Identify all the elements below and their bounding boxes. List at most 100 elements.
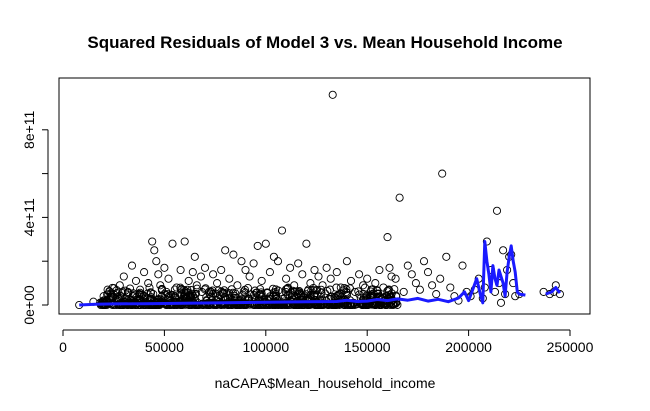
data-point xyxy=(145,283,154,292)
data-point xyxy=(209,270,218,279)
data-point xyxy=(411,279,420,288)
x-axis-label: naCAPA$Mean_household_income xyxy=(215,375,436,391)
data-point xyxy=(202,300,211,310)
data-point xyxy=(131,276,141,285)
y-axis: 0e+00 4e+11 8e+11 xyxy=(21,110,49,325)
data-point xyxy=(499,246,508,255)
data-point xyxy=(395,193,404,202)
data-point xyxy=(135,289,144,298)
data-point xyxy=(176,285,185,294)
data-point xyxy=(249,259,258,268)
fit-line-layer xyxy=(79,240,562,307)
data-point xyxy=(221,293,230,302)
data-point xyxy=(229,300,238,309)
data-point xyxy=(317,288,326,297)
data-point xyxy=(458,261,467,270)
data-point xyxy=(109,290,118,299)
data-point xyxy=(492,206,502,215)
data-point xyxy=(363,274,372,283)
data-point xyxy=(172,283,181,292)
data-point xyxy=(423,268,433,277)
data-point xyxy=(375,265,384,275)
data-point xyxy=(539,287,548,296)
data-point xyxy=(496,298,506,307)
data-point xyxy=(157,286,166,295)
data-point xyxy=(257,288,266,297)
data-point xyxy=(257,276,266,285)
data-point xyxy=(196,272,205,281)
x-axis: 0 50000 100000 150000 200000 250000 xyxy=(59,329,594,355)
data-point xyxy=(290,281,299,290)
data-point xyxy=(188,268,197,277)
data-point xyxy=(119,272,128,281)
data-point xyxy=(446,283,455,292)
data-point xyxy=(150,246,159,255)
data-point xyxy=(199,300,208,310)
data-point xyxy=(287,288,296,297)
fit-line-tail xyxy=(545,286,562,296)
data-point xyxy=(225,274,234,283)
data-point xyxy=(168,291,178,300)
x-tick-label: 0 xyxy=(59,339,67,355)
data-point xyxy=(350,287,360,296)
data-point xyxy=(236,300,246,309)
data-point xyxy=(322,263,331,272)
data-point xyxy=(383,233,392,242)
data-point xyxy=(237,257,246,266)
data-point xyxy=(286,263,295,272)
data-point xyxy=(317,285,326,294)
data-point xyxy=(312,286,321,295)
x-tick-label: 150000 xyxy=(344,339,391,355)
data-point xyxy=(314,272,323,281)
data-point xyxy=(123,287,132,296)
data-point xyxy=(332,268,341,277)
data-point xyxy=(282,274,291,283)
data-point xyxy=(103,285,112,294)
data-point xyxy=(385,263,394,272)
data-point xyxy=(162,291,171,300)
data-point xyxy=(156,281,165,290)
data-point xyxy=(309,285,318,295)
data-point xyxy=(219,300,228,309)
data-point xyxy=(261,239,270,248)
data-point xyxy=(164,274,173,283)
data-point xyxy=(428,281,437,290)
data-point xyxy=(140,294,149,303)
data-point xyxy=(367,285,376,294)
data-point xyxy=(270,299,279,308)
data-point xyxy=(442,252,451,261)
data-point xyxy=(213,279,222,288)
data-point xyxy=(436,274,445,283)
data-point xyxy=(306,279,315,288)
data-point xyxy=(359,289,368,298)
data-point xyxy=(265,268,274,277)
data-point xyxy=(229,250,238,259)
data-point xyxy=(185,292,194,301)
data-point xyxy=(269,252,278,261)
data-point xyxy=(342,287,351,297)
data-point xyxy=(221,246,230,255)
data-point xyxy=(227,285,236,294)
data-point xyxy=(342,257,351,266)
data-point xyxy=(217,265,226,275)
data-point xyxy=(243,283,252,293)
data-point xyxy=(288,286,297,295)
data-point xyxy=(204,287,214,296)
data-point xyxy=(391,274,400,283)
data-point xyxy=(136,285,145,294)
x-tick-label: 50000 xyxy=(145,339,184,355)
data-point xyxy=(241,288,250,297)
x-tick-label: 250000 xyxy=(547,339,594,355)
data-point xyxy=(271,287,280,296)
data-point xyxy=(192,281,201,290)
data-point xyxy=(323,286,332,296)
data-point xyxy=(310,265,319,275)
data-point xyxy=(264,299,273,308)
data-point xyxy=(208,286,217,295)
data-point xyxy=(190,252,199,261)
x-tick-label: 200000 xyxy=(445,339,492,355)
data-point xyxy=(127,261,137,270)
x-tick-label: 100000 xyxy=(242,339,289,355)
data-point xyxy=(180,237,189,246)
fit-line xyxy=(79,240,526,307)
